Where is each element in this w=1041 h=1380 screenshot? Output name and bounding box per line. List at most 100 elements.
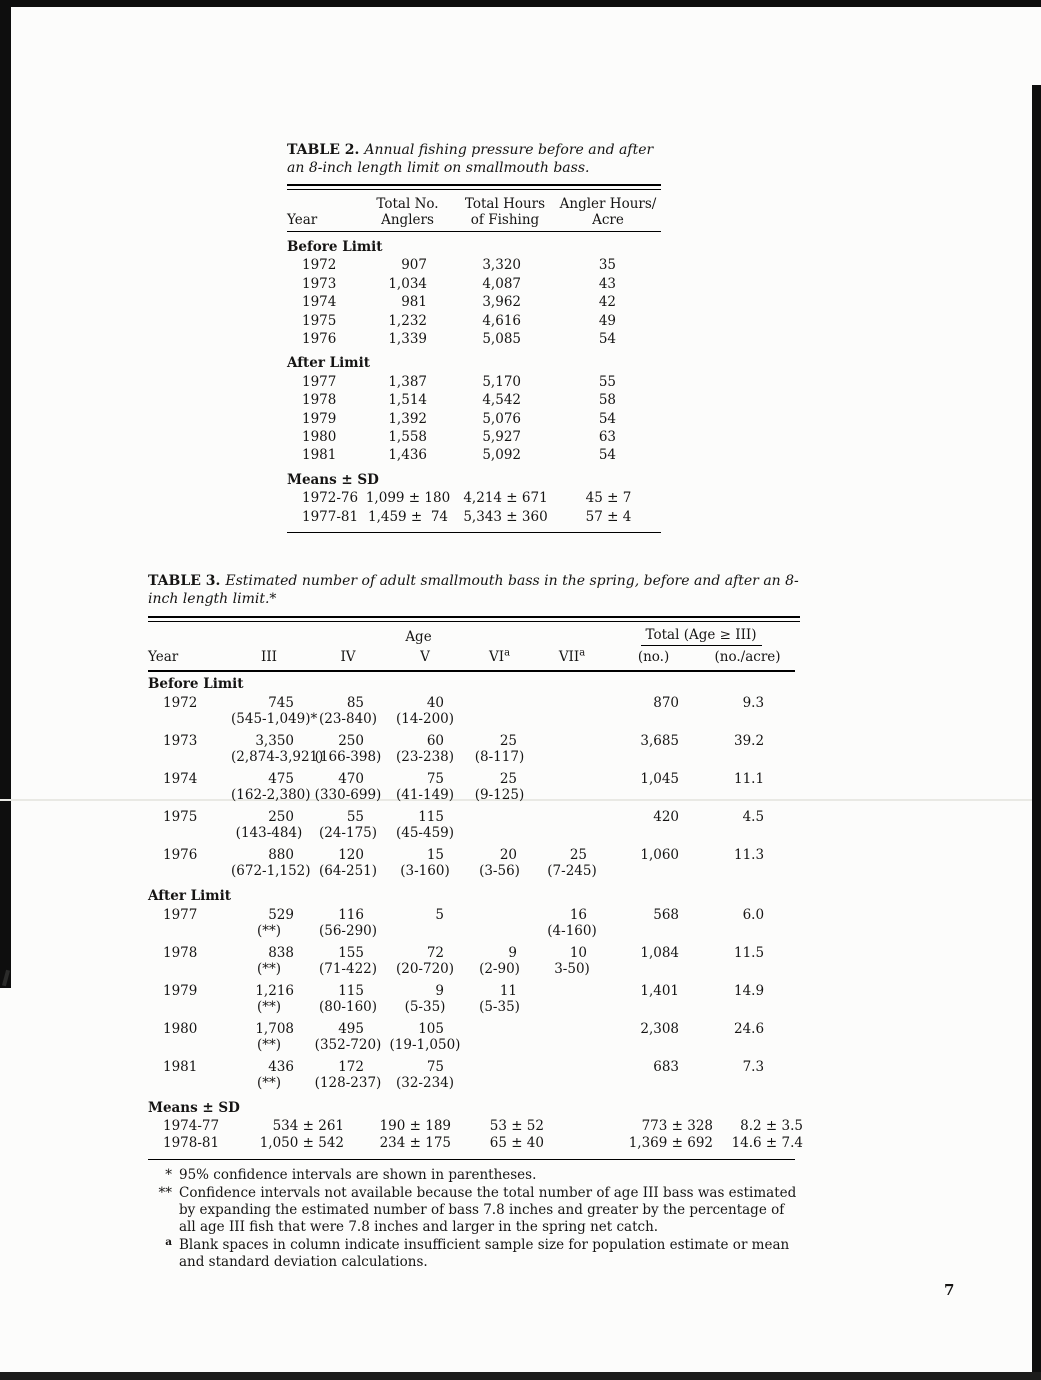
- confidence-interval: (9-125): [474, 787, 525, 803]
- estimate-value: 116: [338, 907, 364, 923]
- age-estimate-cell: 172 (128-237): [308, 1058, 388, 1096]
- estimate-value: 16: [569, 907, 588, 923]
- year-cell: 1972: [302, 257, 337, 274]
- table2-grid: Year Total No. Anglers Total Hours of Fishin…: [287, 190, 661, 534]
- confidence-interval: (19-1,050): [389, 1037, 461, 1053]
- table2-row: 1973 1,034 4,087 43: [287, 275, 661, 293]
- confidence-interval: (64-251): [318, 863, 378, 879]
- estimate-value: 745: [268, 695, 294, 711]
- confidence-interval: (14-200): [395, 711, 455, 727]
- total-acre-value: 14.9: [733, 983, 765, 999]
- total-acre-value: 24.6: [733, 1021, 765, 1037]
- confidence-interval: (8-117): [474, 749, 525, 765]
- mean-value: 534 ± 261: [272, 1118, 344, 1134]
- table3-row: 1977 529 (**) 116 (56-290) 5 16 (4-160) 568 6.0: [148, 906, 795, 944]
- total-no-value: 1,045: [640, 771, 680, 787]
- table3-col-header: Year: [148, 647, 230, 672]
- column-header-text: Year: [148, 649, 179, 665]
- estimate-value: [463, 695, 536, 711]
- estimate-value: 11: [499, 983, 517, 999]
- age-estimate-cell: 120 (64-251): [308, 846, 388, 884]
- table3-col-header: V: [388, 647, 462, 672]
- total-no-value: 1,084: [640, 945, 680, 961]
- age-estimate-cell: 529 (**): [230, 906, 308, 944]
- means-line: 1978-81 1,050 ± 542 234 ± 175 65 ± 40 1,369 …: [148, 1135, 803, 1152]
- confidence-interval: [463, 711, 536, 727]
- value-cell: 45 ± 7: [585, 490, 632, 507]
- confidence-interval: (545-1,049)*: [231, 711, 318, 727]
- age-estimate-cell: [537, 770, 607, 808]
- year-cell: 1980: [163, 1021, 198, 1037]
- total-acre-value: 11.1: [733, 771, 765, 787]
- year-cell: 1974: [163, 771, 198, 787]
- year-cell: 1972: [163, 695, 198, 711]
- age-estimate-cell: 3,350 (2,874-3,921): [230, 732, 323, 770]
- total-acre-value: 7.3: [742, 1059, 765, 1075]
- scan-edge-right: [1032, 85, 1041, 1377]
- age-estimate-cell: 838 (**): [230, 944, 308, 982]
- year-cell: 1980: [302, 429, 337, 446]
- value-cell: 42: [598, 294, 616, 311]
- mean-value: 773 ± 328: [641, 1118, 713, 1134]
- year-cell: 1981: [302, 447, 337, 464]
- total-acre-cell: 9.3: [700, 694, 795, 732]
- table2-row: 1975 1,232 4,616 49: [287, 312, 661, 330]
- confidence-interval: [463, 923, 536, 939]
- estimate-value: 115: [418, 809, 444, 825]
- table3-header-blank: [148, 622, 230, 647]
- footnote: * 95% confidence intervals are shown in p…: [148, 1167, 800, 1184]
- table3-col-header: (no./acre): [700, 647, 796, 672]
- estimate-value: 75: [426, 1059, 444, 1075]
- year-cell: 1975: [163, 809, 198, 825]
- age-estimate-cell: 25 (7-245): [537, 846, 607, 884]
- total-acre-cell: 39.2: [700, 732, 795, 770]
- age-estimate-cell: 105 (19-1,050): [388, 1020, 462, 1058]
- total-no-cell: 1,401: [607, 982, 700, 1020]
- age-estimate-cell: 9 (2-90): [462, 944, 537, 982]
- column-header-line2: Acre: [592, 212, 624, 228]
- table3-header-row: Year III IV V VIa VIIa (no.) (no./acre): [148, 647, 796, 672]
- value-cell: 4,214 ± 671: [463, 490, 548, 507]
- year-cell: 1978: [302, 392, 337, 409]
- year-cell: 1979: [302, 410, 337, 427]
- age-estimate-cell: [462, 906, 537, 944]
- estimate-value: [538, 695, 606, 711]
- estimate-value: 5: [435, 907, 444, 923]
- estimate-value: 10: [569, 945, 588, 961]
- estimate-value: 436: [268, 1059, 294, 1075]
- column-header-line1: Total Hours: [464, 196, 546, 212]
- table3-row: 1976 880 (672-1,152) 120 (64-251) 15 (3-160) 20…: [148, 846, 795, 884]
- footnote-text: 95% confidence intervals are shown in pa…: [179, 1167, 537, 1183]
- value-cell: 58: [598, 392, 616, 409]
- value-cell: 981: [401, 294, 427, 311]
- value-cell: 49: [598, 312, 616, 329]
- table3-section-row: After Limit: [148, 884, 795, 906]
- table3-grid: Age Total (Age ≥ III) Year III IV V VIa VIIa (no…: [148, 622, 803, 1160]
- year-cell: 1976: [302, 331, 337, 348]
- table3-total-header-text: Total (Age ≥ III): [640, 627, 762, 646]
- table2-caption-text: Annual fishing pressure before and after…: [287, 142, 654, 176]
- means-cells: 1974-77 534 ± 261 190 ± 189 53 ± 52 773 ± 32…: [148, 1118, 803, 1135]
- confidence-interval: [463, 1075, 536, 1091]
- footnote: ** Confidence intervals not available bec…: [148, 1185, 800, 1236]
- value-cell: 54: [598, 410, 616, 427]
- table3-col-header: (no.): [607, 647, 701, 672]
- column-header-line1: Angler Hours/: [559, 196, 657, 212]
- confidence-interval: (7-245): [547, 863, 597, 879]
- estimate-value: [538, 983, 606, 999]
- age-estimate-cell: 250 (166-398): [308, 732, 388, 770]
- total-acre-value: 39.2: [733, 733, 765, 749]
- confidence-interval: (2-90): [479, 961, 520, 977]
- mean-value: 190 ± 189: [379, 1118, 451, 1134]
- column-header-line2: Year: [287, 212, 318, 228]
- confidence-interval: (41-149): [395, 787, 455, 803]
- estimate-value: 838: [268, 945, 294, 961]
- confidence-interval: (4-160): [547, 923, 597, 939]
- confidence-interval: (20-720): [395, 961, 455, 977]
- total-acre-cell: 14.9: [700, 982, 795, 1020]
- year-range: 1978-81: [163, 1135, 220, 1151]
- estimate-value: 475: [268, 771, 294, 787]
- confidence-interval: [463, 825, 536, 841]
- estimate-value: 9: [508, 945, 517, 961]
